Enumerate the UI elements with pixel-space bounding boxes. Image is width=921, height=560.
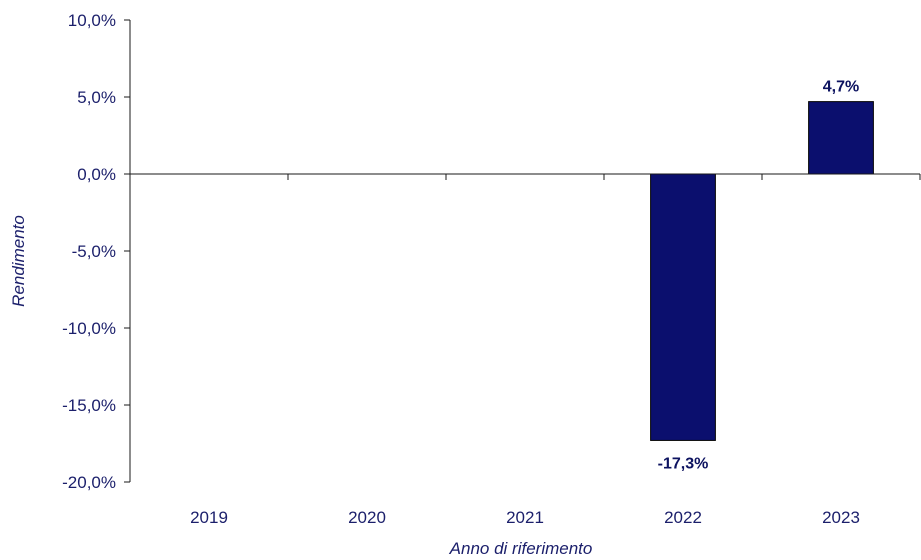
y-tick-label: 10,0% (68, 11, 116, 30)
data-label-2022: -17,3% (658, 455, 709, 472)
x-tick-label: 2019 (190, 508, 228, 527)
x-tick-label: 2023 (822, 508, 860, 527)
y-tick-label: -5,0% (72, 242, 116, 261)
y-tick-label: 5,0% (77, 88, 116, 107)
bars (650, 101, 874, 441)
y-tick-label: -20,0% (62, 473, 116, 492)
data-labels: -17,3% 4,7% (658, 79, 860, 473)
x-axis-title: Anno di riferimento (449, 539, 593, 558)
bar-2023 (808, 101, 874, 175)
y-axis: 10,0% 5,0% 0,0% -5,0% -10,0% -15,0% -20,0% (62, 11, 131, 492)
x-tick-label: 2021 (506, 508, 544, 527)
x-tick-label: 2022 (664, 508, 702, 527)
y-tick-label: 0,0% (77, 165, 116, 184)
y-axis-title: Rendimento (9, 215, 28, 307)
y-tick-label: -15,0% (62, 396, 116, 415)
bar-2022 (650, 173, 716, 441)
y-tick-label: -10,0% (62, 319, 116, 338)
x-axis: 2019 2020 2021 2022 2023 (130, 173, 921, 527)
x-tick-label: 2020 (348, 508, 386, 527)
data-label-2023: 4,7% (823, 79, 859, 96)
